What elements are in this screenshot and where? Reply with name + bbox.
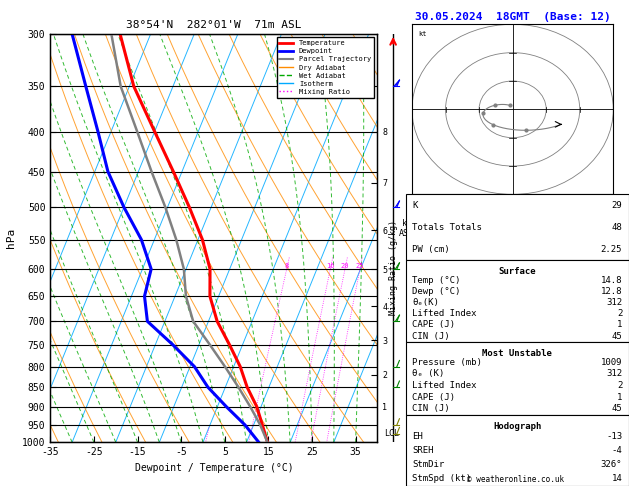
Bar [406, 342, 629, 415]
Text: -4: -4 [611, 446, 622, 455]
Text: EH: EH [413, 432, 423, 441]
Text: Totals Totals: Totals Totals [413, 223, 482, 232]
Text: 29: 29 [611, 201, 622, 210]
X-axis label: Dewpoint / Temperature (°C): Dewpoint / Temperature (°C) [135, 463, 293, 473]
Y-axis label: hPa: hPa [6, 228, 16, 248]
Bar [406, 260, 629, 342]
Bar [406, 194, 629, 260]
Text: 16: 16 [326, 263, 335, 269]
Text: Mixing Ratio (g/kg): Mixing Ratio (g/kg) [389, 220, 398, 315]
Text: 312: 312 [606, 369, 622, 378]
Text: Lifted Index: Lifted Index [413, 381, 477, 390]
Text: 30.05.2024  18GMT  (Base: 12): 30.05.2024 18GMT (Base: 12) [415, 12, 611, 22]
Text: 312: 312 [606, 298, 622, 307]
Text: 1: 1 [617, 320, 622, 330]
Text: 14.8: 14.8 [601, 276, 622, 285]
Text: 1: 1 [617, 393, 622, 401]
Text: 48: 48 [611, 223, 622, 232]
Y-axis label: km
ASL: km ASL [399, 219, 415, 238]
Text: CAPE (J): CAPE (J) [413, 320, 455, 330]
Text: SREH: SREH [413, 446, 434, 455]
Text: 1009: 1009 [601, 358, 622, 366]
Text: 45: 45 [611, 404, 622, 413]
Text: StmSpd (kt): StmSpd (kt) [413, 474, 472, 484]
Text: 2: 2 [617, 381, 622, 390]
Text: CIN (J): CIN (J) [413, 331, 450, 341]
Text: -13: -13 [606, 432, 622, 441]
Text: Lifted Index: Lifted Index [413, 309, 477, 318]
Text: θₑ(K): θₑ(K) [413, 298, 439, 307]
Text: Temp (°C): Temp (°C) [413, 276, 461, 285]
Text: © weatheronline.co.uk: © weatheronline.co.uk [467, 474, 564, 484]
Text: LCL: LCL [384, 429, 399, 438]
Text: θₑ (K): θₑ (K) [413, 369, 445, 378]
Text: StmDir: StmDir [413, 460, 445, 469]
Text: CIN (J): CIN (J) [413, 404, 450, 413]
Legend: Temperature, Dewpoint, Parcel Trajectory, Dry Adiabat, Wet Adiabat, Isotherm, Mi: Temperature, Dewpoint, Parcel Trajectory… [277, 37, 374, 98]
Text: Hodograph: Hodograph [493, 422, 542, 431]
Text: Dewp (°C): Dewp (°C) [413, 287, 461, 296]
Text: K: K [413, 201, 418, 210]
Title: 38°54'N  282°01'W  71m ASL: 38°54'N 282°01'W 71m ASL [126, 20, 302, 31]
Text: Surface: Surface [499, 267, 536, 277]
Text: CAPE (J): CAPE (J) [413, 393, 455, 401]
Text: 2.25: 2.25 [601, 244, 622, 254]
Text: 14: 14 [611, 474, 622, 484]
Text: 45: 45 [611, 331, 622, 341]
Bar [406, 415, 629, 486]
Text: 25: 25 [355, 263, 364, 269]
Text: Most Unstable: Most Unstable [482, 349, 552, 358]
Text: 326°: 326° [601, 460, 622, 469]
Text: 20: 20 [341, 263, 349, 269]
Text: 8: 8 [284, 263, 289, 269]
Text: Pressure (mb): Pressure (mb) [413, 358, 482, 366]
Text: 12.8: 12.8 [601, 287, 622, 296]
Text: kt: kt [419, 31, 427, 36]
Text: 2: 2 [617, 309, 622, 318]
Text: PW (cm): PW (cm) [413, 244, 450, 254]
